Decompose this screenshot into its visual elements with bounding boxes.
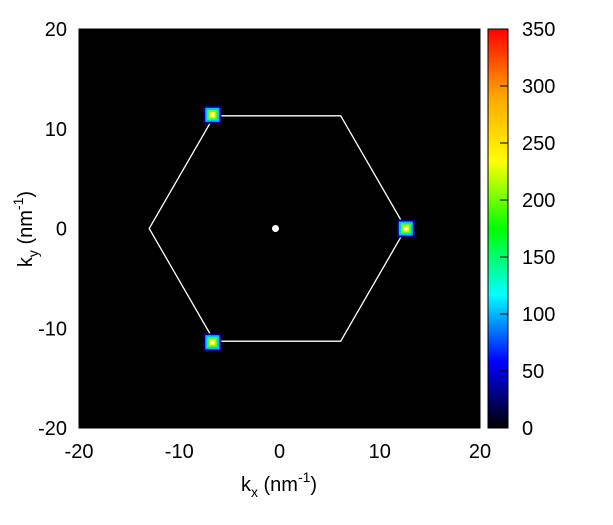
x-axis-label: kx (nm-1) bbox=[241, 469, 317, 500]
peak-3 bbox=[203, 333, 222, 352]
peaks-layer bbox=[203, 105, 415, 352]
colorbar-tick-label: 50 bbox=[522, 361, 544, 383]
x-axis-ticks: -20 -10 0 10 20 bbox=[65, 29, 491, 463]
peak-2 bbox=[396, 219, 415, 238]
colorbar-tick-label: 150 bbox=[522, 247, 555, 269]
y-tick-label: 20 bbox=[45, 19, 67, 41]
x-tick-label: -10 bbox=[165, 441, 194, 463]
y-tick-label: 10 bbox=[45, 119, 67, 141]
colorbar-tick-label: 250 bbox=[522, 133, 555, 155]
colorbar-tick-label: 350 bbox=[522, 19, 555, 41]
y-axis-ticks: -20 -10 0 10 20 bbox=[38, 19, 480, 440]
colorbar bbox=[487, 28, 509, 429]
x-tick-label: 0 bbox=[274, 441, 285, 463]
peak-1 bbox=[203, 105, 222, 124]
x-tick-label: 10 bbox=[369, 441, 391, 463]
center-marker-layer bbox=[271, 225, 279, 232]
plot-area bbox=[79, 29, 480, 428]
x-tick-label: 20 bbox=[469, 441, 491, 463]
center-marker bbox=[271, 225, 279, 232]
y-tick-label: -20 bbox=[38, 418, 67, 440]
colorbar-tick-label: 300 bbox=[522, 76, 555, 98]
colorbar-tick-label: 200 bbox=[522, 190, 555, 212]
y-tick-label: -10 bbox=[38, 318, 67, 340]
colorbar-ticks: 0 50 100 150 200 250 300 350 bbox=[500, 19, 555, 440]
x-tick-label: -20 bbox=[65, 441, 94, 463]
y-tick-label: 0 bbox=[56, 219, 67, 241]
colorbar-tick-label: 100 bbox=[522, 304, 555, 326]
colorbar-tick-label: 0 bbox=[522, 418, 533, 440]
y-axis-label: ky (nm-1) bbox=[10, 191, 41, 267]
